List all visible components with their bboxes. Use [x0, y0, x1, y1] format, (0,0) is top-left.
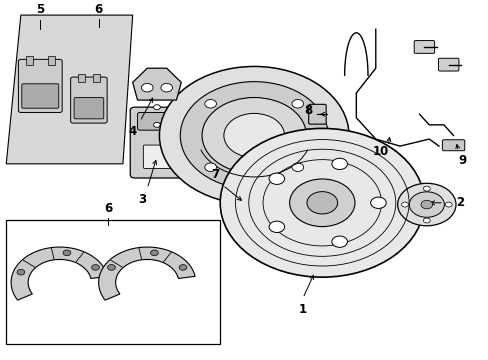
FancyBboxPatch shape [22, 84, 59, 108]
Circle shape [370, 197, 386, 208]
Bar [47, 56, 55, 65]
Circle shape [408, 192, 444, 217]
Circle shape [397, 183, 455, 226]
Circle shape [204, 99, 216, 108]
Bar [26, 56, 33, 65]
Text: 2: 2 [455, 196, 463, 209]
Circle shape [268, 173, 284, 184]
Circle shape [291, 163, 303, 171]
Circle shape [289, 179, 354, 226]
Circle shape [17, 269, 25, 275]
Text: 6: 6 [104, 202, 112, 215]
FancyBboxPatch shape [308, 104, 325, 124]
Text: 9: 9 [458, 154, 466, 167]
Circle shape [220, 129, 424, 277]
FancyBboxPatch shape [438, 58, 458, 71]
Polygon shape [6, 15, 132, 164]
FancyBboxPatch shape [19, 59, 62, 112]
Text: 4: 4 [128, 126, 137, 139]
Circle shape [159, 67, 348, 204]
Polygon shape [11, 247, 107, 300]
Bar [78, 73, 85, 82]
Circle shape [202, 98, 306, 174]
Circle shape [107, 265, 115, 270]
Circle shape [224, 113, 284, 158]
Text: 8: 8 [304, 104, 312, 117]
Circle shape [420, 200, 432, 209]
Circle shape [63, 250, 71, 256]
Text: 7: 7 [211, 168, 219, 181]
Circle shape [91, 265, 99, 270]
Text: 1: 1 [298, 302, 306, 316]
Circle shape [445, 202, 451, 207]
Text: 3: 3 [138, 193, 146, 206]
Circle shape [161, 84, 172, 92]
Circle shape [153, 122, 160, 127]
Circle shape [306, 192, 337, 214]
FancyBboxPatch shape [442, 140, 464, 151]
Circle shape [153, 105, 160, 110]
Polygon shape [132, 68, 181, 100]
FancyBboxPatch shape [71, 77, 107, 123]
Circle shape [179, 265, 186, 270]
FancyBboxPatch shape [143, 145, 170, 168]
Polygon shape [99, 247, 195, 300]
Circle shape [331, 236, 346, 247]
Circle shape [423, 218, 429, 223]
FancyBboxPatch shape [137, 112, 176, 130]
Bar [92, 73, 100, 82]
Circle shape [141, 84, 153, 92]
Text: 10: 10 [372, 145, 388, 158]
Circle shape [150, 250, 158, 256]
FancyBboxPatch shape [130, 107, 183, 178]
Text: 5: 5 [36, 3, 44, 16]
FancyBboxPatch shape [6, 220, 220, 345]
Circle shape [401, 202, 407, 207]
Circle shape [331, 158, 346, 170]
Text: 6: 6 [94, 3, 102, 16]
FancyBboxPatch shape [74, 98, 103, 119]
Circle shape [423, 186, 429, 191]
FancyBboxPatch shape [413, 41, 434, 53]
Circle shape [291, 99, 303, 108]
Circle shape [180, 82, 327, 189]
Circle shape [268, 221, 284, 233]
Circle shape [204, 163, 216, 171]
